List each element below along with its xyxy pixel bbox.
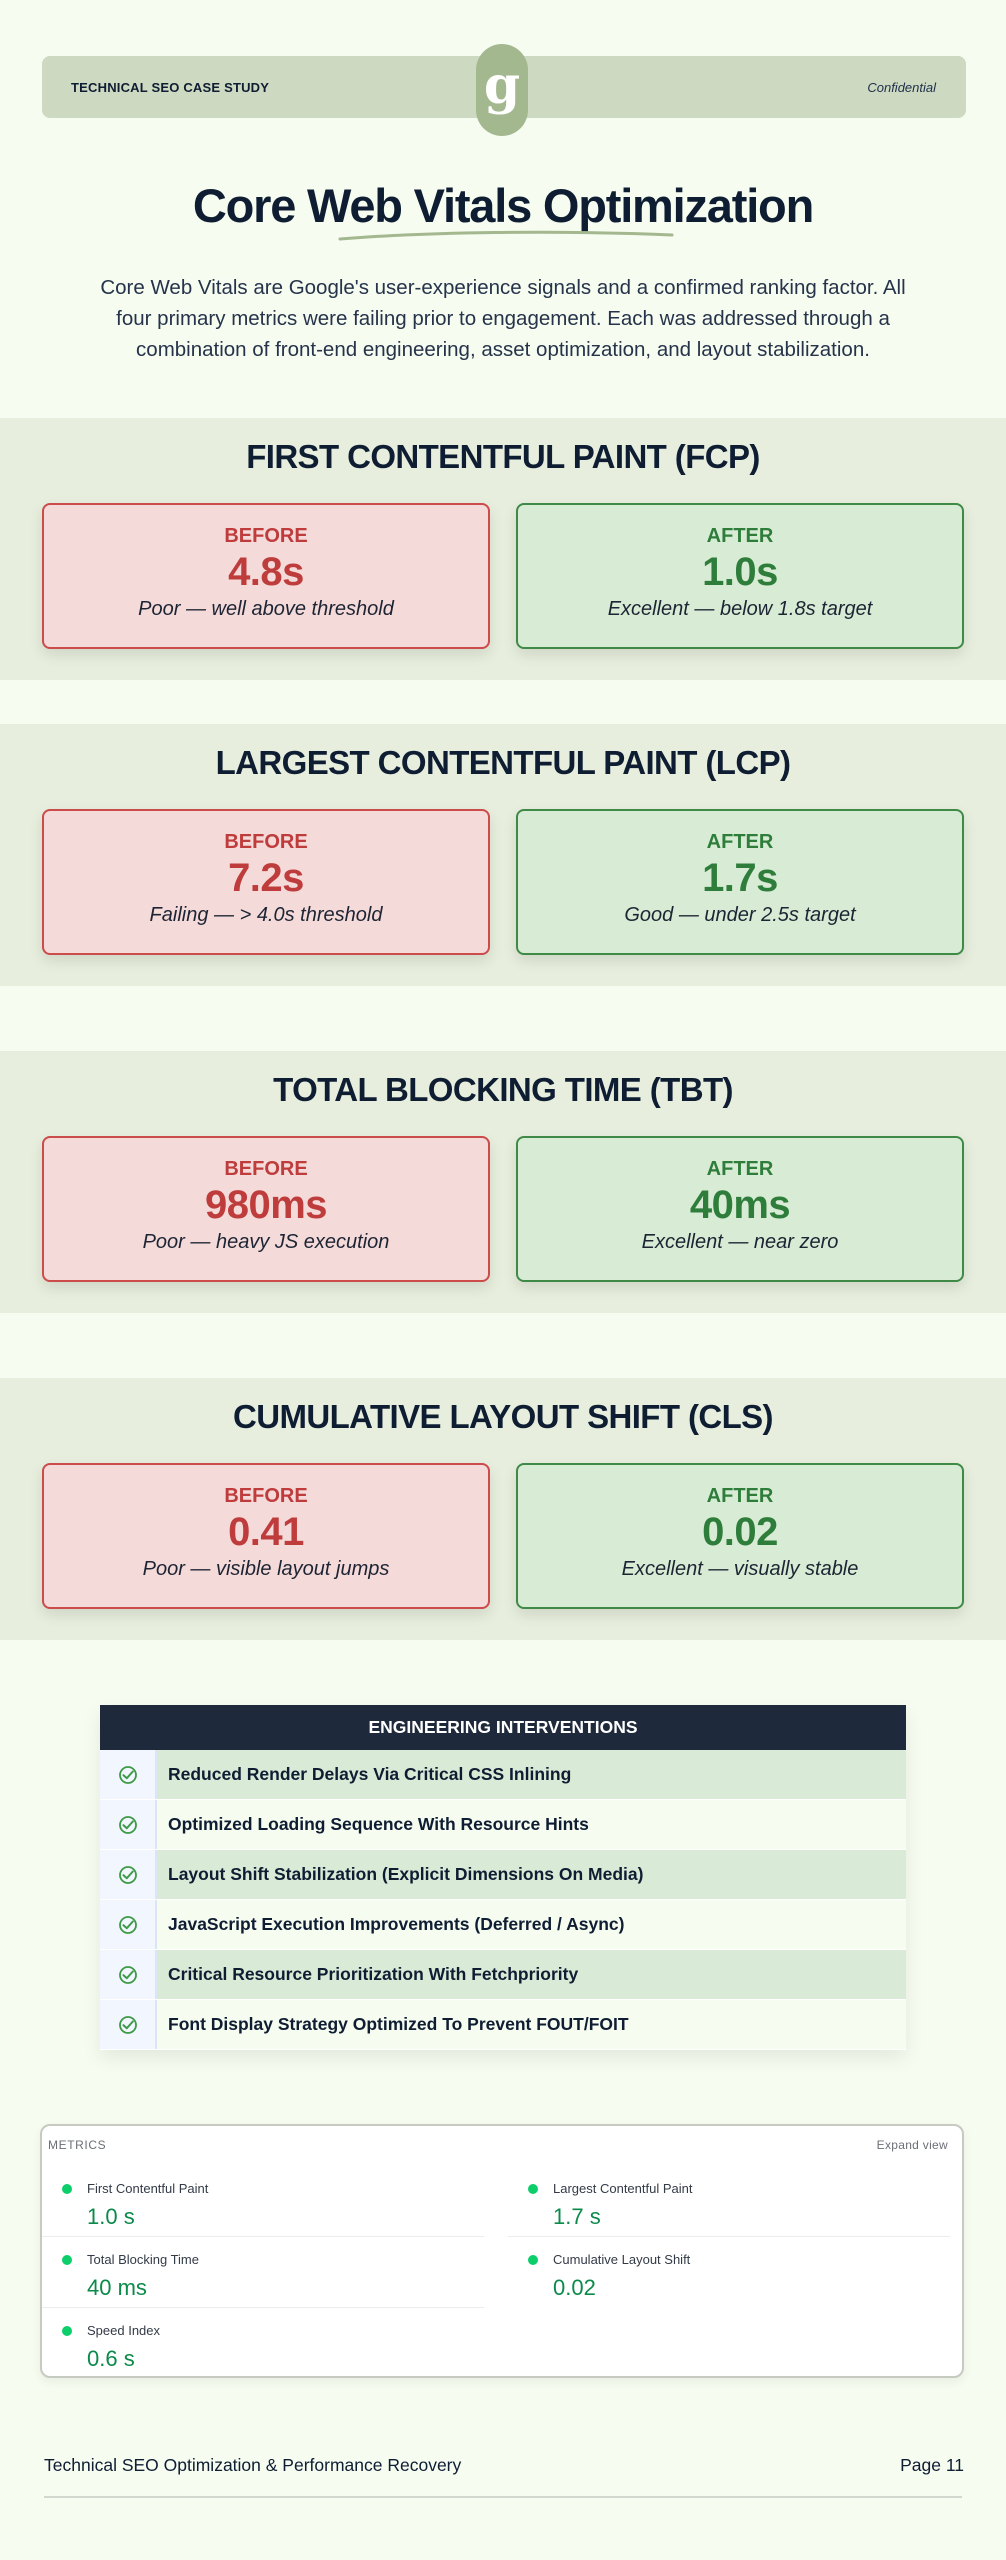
intervention-label: Font Display Strategy Optimized To Preve… — [157, 2000, 906, 2049]
metric-value: 1.7 s — [553, 2204, 601, 2229]
before-label: BEFORE — [224, 525, 308, 547]
metric-item-tbt: Total Blocking Time 40 ms — [42, 2237, 484, 2308]
metric-value: 0.6 s — [87, 2346, 135, 2371]
before-note: Poor — visible layout jumps — [142, 1558, 390, 1580]
logo-badge: g — [476, 44, 528, 136]
pass-status-dot-icon — [62, 2184, 72, 2194]
after-label: AFTER — [706, 525, 774, 547]
metric-value: 40 ms — [87, 2275, 147, 2300]
before-label: BEFORE — [224, 1158, 308, 1180]
metric-name: Speed Index — [87, 2323, 161, 2338]
before-label: BEFORE — [224, 1485, 308, 1507]
intervention-label: Optimized Loading Sequence With Resource… — [157, 1800, 906, 1849]
metric-heading: LARGEST CONTENTFUL PAINT (LCP) — [215, 744, 791, 781]
after-card: AFTER 1.0s Excellent — below 1.8s target — [516, 503, 964, 649]
table-row: Layout Shift Stabilization (Explicit Dim… — [100, 1850, 906, 1900]
before-value: 4.8s — [228, 550, 304, 594]
after-value: 40ms — [689, 1183, 791, 1227]
footer-document-title: Technical SEO Optimization & Performance… — [44, 2455, 462, 2475]
header-confidential-label: Confidential — [867, 80, 936, 95]
check-circle-icon — [100, 1900, 157, 1949]
metric-name: Total Blocking Time — [87, 2252, 199, 2267]
metric-name: Cumulative Layout Shift — [553, 2252, 691, 2267]
metric-name: Largest Contentful Paint — [553, 2181, 693, 2196]
before-card: BEFORE 7.2s Failing — > 4.0s threshold — [42, 809, 490, 955]
metric-item-lcp: Largest Contentful Paint 1.7 s — [508, 2166, 950, 2237]
after-card: AFTER 40ms Excellent — near zero — [516, 1136, 964, 1282]
before-note: Failing — > 4.0s threshold — [149, 904, 383, 926]
intervention-label: JavaScript Execution Improvements (Defer… — [157, 1900, 906, 1949]
check-circle-icon — [100, 1950, 157, 1999]
after-note: Excellent — below 1.8s target — [607, 598, 873, 620]
metric-heading: TOTAL BLOCKING TIME (TBT) — [273, 1071, 733, 1108]
table-row: Reduced Render Delays Via Critical CSS I… — [100, 1750, 906, 1800]
pass-status-dot-icon — [62, 2255, 72, 2265]
after-value: 1.0s — [702, 550, 778, 594]
before-value: 0.41 — [228, 1510, 304, 1554]
before-value: 980ms — [204, 1183, 328, 1227]
before-card: BEFORE 4.8s Poor — well above threshold — [42, 503, 490, 649]
expand-view-toggle[interactable]: Expand view — [876, 2138, 948, 2152]
metrics-panel: METRICS Expand view First Contentful Pai… — [40, 2124, 964, 2378]
page-title: Core Web Vitals Optimization — [192, 179, 814, 232]
metric-value: 1.0 s — [87, 2204, 135, 2229]
metric-item-fcp: First Contentful Paint 1.0 s — [42, 2166, 484, 2237]
after-note: Good — under 2.5s target — [624, 904, 856, 926]
footer-divider — [44, 2496, 962, 2498]
intro-paragraph: Core Web Vitals are Google's user-experi… — [100, 276, 906, 361]
interventions-title: ENGINEERING INTERVENTIONS — [100, 1705, 906, 1750]
intervention-label: Layout Shift Stabilization (Explicit Dim… — [157, 1850, 906, 1899]
after-note: Excellent — near zero — [641, 1231, 839, 1253]
metric-heading: CUMULATIVE LAYOUT SHIFT (CLS) — [233, 1398, 774, 1435]
metric-section-fcp: FIRST CONTENTFUL PAINT (FCP) BEFORE 4.8s… — [0, 418, 1006, 680]
check-circle-icon — [100, 1850, 157, 1899]
pass-status-dot-icon — [528, 2255, 538, 2265]
before-value: 7.2s — [228, 856, 304, 900]
logo-g-icon: g — [484, 55, 520, 116]
footer-page-number: Page 11 — [900, 2455, 964, 2475]
metric-section-cls: CUMULATIVE LAYOUT SHIFT (CLS) BEFORE 0.4… — [0, 1378, 1006, 1640]
metrics-panel-title: METRICS — [48, 2138, 107, 2152]
check-circle-icon — [100, 1800, 157, 1849]
after-card: AFTER 0.02 Excellent — visually stable — [516, 1463, 964, 1609]
before-label: BEFORE — [224, 831, 308, 853]
table-row: Font Display Strategy Optimized To Preve… — [100, 2000, 906, 2050]
metric-name: First Contentful Paint — [87, 2181, 209, 2196]
metric-item-cls: Cumulative Layout Shift 0.02 — [508, 2237, 950, 2307]
metric-heading: FIRST CONTENTFUL PAINT (FCP) — [246, 438, 760, 475]
before-note: Poor — heavy JS execution — [142, 1231, 390, 1253]
after-card: AFTER 1.7s Good — under 2.5s target — [516, 809, 964, 955]
after-value: 0.02 — [702, 1510, 778, 1554]
after-label: AFTER — [706, 1485, 774, 1507]
svg-text:g: g — [484, 55, 520, 116]
metric-section-lcp: LARGEST CONTENTFUL PAINT (LCP) BEFORE 7.… — [0, 724, 1006, 986]
metric-value: 0.02 — [553, 2275, 596, 2300]
pass-status-dot-icon — [62, 2326, 72, 2336]
after-label: AFTER — [706, 831, 774, 853]
pass-status-dot-icon — [528, 2184, 538, 2194]
before-note: Poor — well above threshold — [138, 598, 394, 620]
table-row: Optimized Loading Sequence With Resource… — [100, 1800, 906, 1850]
title-underline-swash — [338, 230, 674, 241]
intervention-label: Critical Resource Prioritization With Fe… — [157, 1950, 906, 1999]
header-left-label: TECHNICAL SEO CASE STUDY — [71, 80, 270, 95]
table-row: Critical Resource Prioritization With Fe… — [100, 1950, 906, 2000]
before-card: BEFORE 980ms Poor — heavy JS execution — [42, 1136, 490, 1282]
metric-item-speed-index: Speed Index 0.6 s — [42, 2308, 484, 2378]
after-label: AFTER — [706, 1158, 774, 1180]
metric-section-tbt: TOTAL BLOCKING TIME (TBT) BEFORE 980ms P… — [0, 1051, 1006, 1313]
intervention-label: Reduced Render Delays Via Critical CSS I… — [157, 1750, 906, 1799]
check-circle-icon — [100, 1750, 157, 1799]
table-row: JavaScript Execution Improvements (Defer… — [100, 1900, 906, 1950]
interventions-table: ENGINEERING INTERVENTIONS Reduced Render… — [100, 1705, 906, 2050]
check-circle-icon — [100, 2000, 157, 2049]
after-value: 1.7s — [702, 856, 778, 900]
after-note: Excellent — visually stable — [621, 1558, 859, 1580]
before-card: BEFORE 0.41 Poor — visible layout jumps — [42, 1463, 490, 1609]
